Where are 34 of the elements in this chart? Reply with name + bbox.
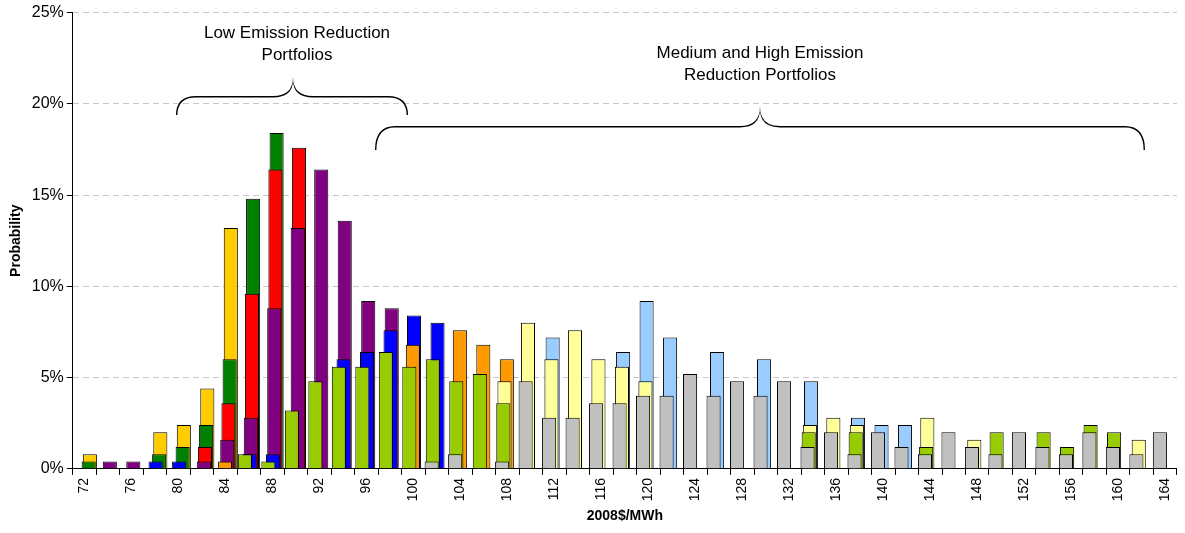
x-axis-title: 2008$/MWh xyxy=(586,507,663,524)
y-tick-label: 15% xyxy=(31,185,64,203)
x-tick-label: 164 xyxy=(1156,477,1173,502)
x-tick-label: 84 xyxy=(216,477,233,494)
x-tick-label: 80 xyxy=(169,477,186,494)
x-tick-label: 120 xyxy=(639,477,656,502)
y-axis-title: Probability xyxy=(7,204,24,277)
x-tick-label: 152 xyxy=(1015,477,1032,502)
x-tick-label: 100 xyxy=(404,477,421,502)
annotation: Medium and High Emission Reduction Portfolios xyxy=(655,42,865,86)
y-tick-label: 10% xyxy=(31,276,64,294)
x-tick-label: 108 xyxy=(498,477,515,502)
x-tick-label: 148 xyxy=(968,477,985,502)
y-tick-label: 20% xyxy=(31,94,64,112)
x-tick-label: 144 xyxy=(921,477,938,502)
annotation: Low Emission Reduction Portfolios xyxy=(202,22,392,66)
x-tick-label: 132 xyxy=(780,477,797,502)
x-tick-label: 92 xyxy=(310,477,327,494)
x-tick-label: 72 xyxy=(75,477,92,494)
x-tick-label: 140 xyxy=(874,477,891,502)
x-tick-label: 160 xyxy=(1109,477,1126,502)
y-tick-label: 0% xyxy=(40,459,64,477)
x-tick-label: 116 xyxy=(592,477,609,501)
x-tick-label: 136 xyxy=(827,477,844,502)
x-tick-label: 124 xyxy=(686,477,703,502)
x-tick-label: 96 xyxy=(357,477,374,494)
x-tick-label: 104 xyxy=(451,477,468,502)
x-tick-label: 76 xyxy=(122,477,139,494)
x-tick-label: 128 xyxy=(733,477,750,502)
y-tick-label: 5% xyxy=(40,368,64,385)
x-tick-label: 88 xyxy=(263,477,280,494)
x-tick-label: 156 xyxy=(1062,477,1079,502)
x-tick-label: 112 xyxy=(545,477,562,501)
y-tick-label: 25% xyxy=(31,3,64,21)
